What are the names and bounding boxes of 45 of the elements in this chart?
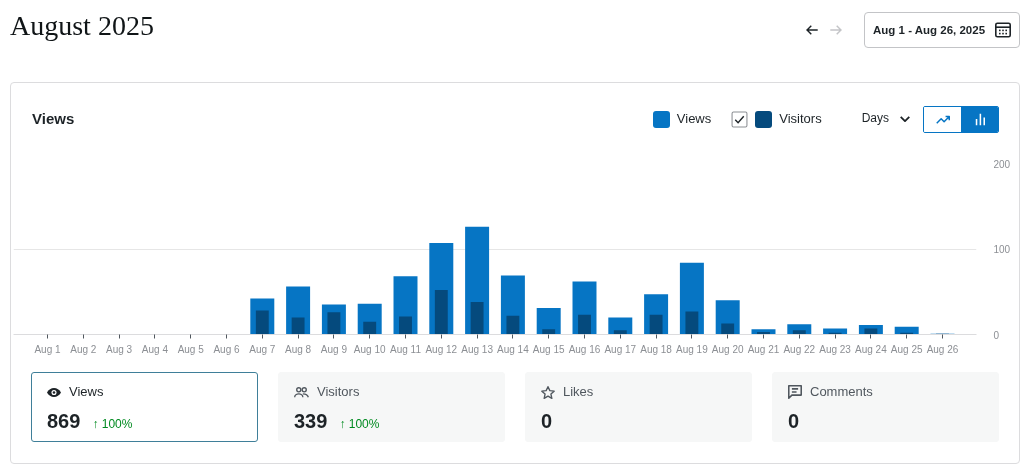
x-tick-label: Aug 3	[106, 343, 133, 355]
x-tick-label: Aug 15	[532, 343, 565, 355]
y-tick-label: 200	[993, 158, 1011, 170]
x-tick-label: Aug 25	[890, 343, 923, 355]
x-tick-label: Aug 6	[213, 343, 241, 355]
x-tick-label: Aug 20	[711, 343, 744, 355]
x-tick-label: Aug 7	[249, 343, 276, 355]
chart-title: August 2025	[10, 9, 154, 43]
x-tick-label: Aug 12	[425, 343, 458, 355]
x-tick-label: Aug 24	[855, 343, 888, 355]
x-tick-label: Aug 8	[285, 343, 312, 355]
x-tick-label: Aug 5	[177, 343, 205, 355]
category-label: Visitors	[317, 382, 360, 401]
x-tick-label: Aug 23	[819, 343, 852, 355]
legend-label: Views	[676, 109, 712, 128]
legend-label: Visitors	[779, 109, 822, 128]
x-tick-label: Aug 1	[34, 343, 62, 355]
text: ↑ 100%	[92, 416, 133, 433]
x-tick-label: Aug 26	[926, 343, 959, 355]
x-tick-label: Aug 16	[568, 343, 601, 355]
x-tick-label: Aug 2	[70, 343, 97, 355]
x-tick-label: Aug 4	[141, 343, 169, 355]
x-tick-label: Aug 18	[640, 343, 673, 355]
x-tick-label: Aug 9	[320, 343, 348, 355]
text: ↑ 100%	[339, 416, 380, 433]
text: Days	[861, 110, 889, 128]
text: Aug 1 - Aug 26, 2025	[873, 22, 986, 38]
x-tick-label: Aug 17	[604, 343, 637, 355]
x-tick-label: Aug 19	[676, 343, 709, 355]
x-tick-label: Aug 11	[390, 343, 422, 355]
category-label: Comments	[810, 382, 873, 401]
x-tick-label: Aug 10	[353, 343, 386, 355]
data-label: 0	[541, 409, 553, 434]
x-tick-label: Aug 21	[747, 343, 780, 355]
x-tick-label: Aug 13	[461, 343, 494, 355]
data-label: 0	[788, 409, 800, 434]
y-tick-label: 100	[993, 244, 1011, 255]
data-label: 339	[294, 409, 328, 434]
category-label: Views	[69, 382, 104, 401]
data-label: 869	[47, 409, 81, 434]
category-label: Likes	[563, 382, 594, 401]
x-tick-label: Aug 22	[783, 343, 816, 355]
chart-subtitle: Views	[32, 109, 75, 130]
y-tick-label: 0	[993, 329, 1000, 341]
x-tick-label: Aug 14	[497, 343, 530, 355]
